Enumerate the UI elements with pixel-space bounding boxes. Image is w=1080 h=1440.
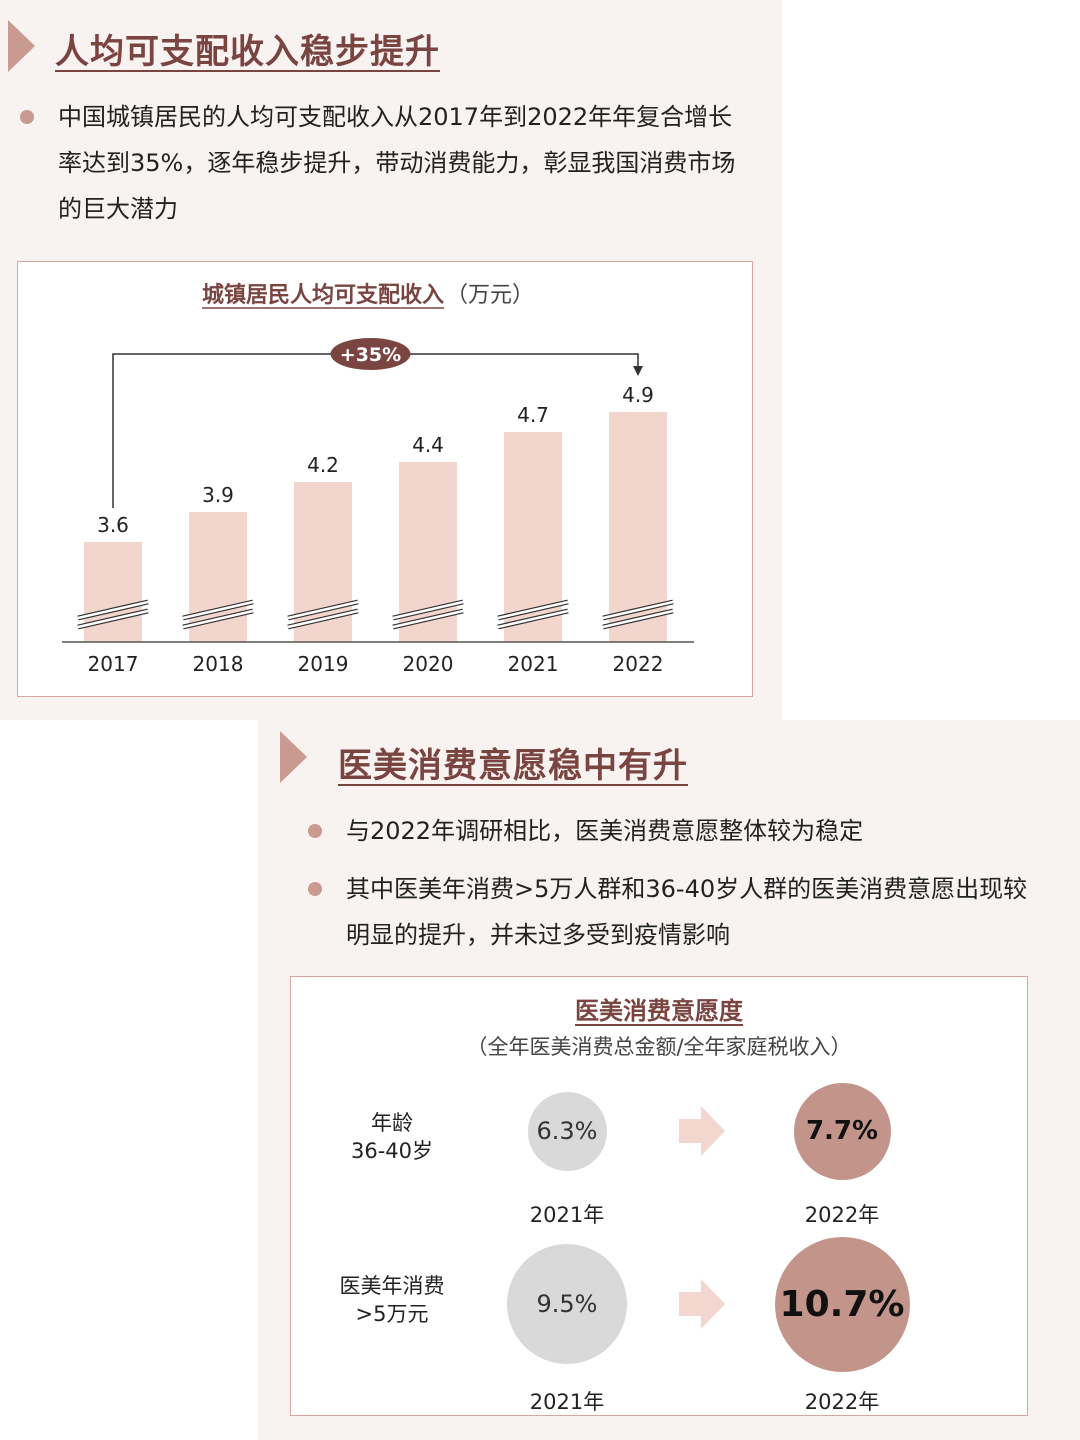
income-chart-box: 城镇居民人均可支配收入 （万元） 3.6 2017 3.9 2018 4.2 2019 4.… [17, 261, 753, 697]
growth-badge [330, 338, 411, 370]
axis-break-gap [77, 609, 149, 629]
data-label-2021: 4.7 [517, 403, 549, 427]
data-label-2019: 4.2 [307, 453, 339, 477]
axis-break-2022 [602, 599, 674, 630]
axis-break-2020 [392, 599, 464, 630]
year-label-2022: 2022年 [804, 1390, 880, 1414]
row-label-spend: 医美年消费 >5万元 [317, 1272, 467, 1328]
x-tick-label-2019: 2019 [298, 652, 349, 676]
bullet-dot-icon [20, 110, 34, 124]
bullet-dot-icon [308, 882, 322, 896]
year-label-2021: 2021年 [529, 1203, 605, 1227]
income-section-heading: 人均可支配收入稳步提升 [55, 32, 440, 72]
axis-break-gap [287, 609, 359, 629]
axis-break-gap [182, 600, 254, 620]
axis-break-gap [182, 609, 254, 629]
row-label-age-line1: 年龄 [371, 1111, 413, 1135]
income-bar-marks: 3.6 2017 3.9 2018 4.2 2019 4.4 2020 4.7 2021 4.9 20… [77, 383, 674, 676]
arrow-right-icon [679, 1106, 725, 1156]
value-circle-2022: 7.7% [793, 1082, 891, 1180]
willingness-bullet-text: 其中医美年消费>5万人群和36-40岁人群的医美消费意愿出现较明显的提升，并未过… [346, 875, 1028, 949]
x-tick-label-2018: 2018 [193, 652, 244, 676]
value-2021-age: 6.3% [536, 1117, 598, 1145]
data-label-2017: 3.6 [97, 513, 129, 537]
year-label-2022: 2022年 [804, 1203, 880, 1227]
axis-break-gap [602, 609, 674, 629]
arrow-right-icon [679, 1279, 725, 1329]
data-label-2018: 3.9 [202, 483, 234, 507]
income-bullet-list: 中国城镇居民的人均可支配收入从2017年到2022年年复合增长率达到35%，逐年… [20, 94, 750, 232]
x-tick-label-2020: 2020 [403, 652, 454, 676]
willingness-chart-box: 医美消费意愿度 （全年医美消费总金额/全年家庭税收入） 年龄 36-40岁 6.… [290, 976, 1028, 1416]
row-label-spend-line2: >5万元 [355, 1302, 429, 1326]
x-tick-label-2021: 2021 [508, 652, 559, 676]
x-tick-label-2022: 2022 [613, 652, 664, 676]
row-label-age-line2: 36-40岁 [350, 1139, 434, 1163]
data-label-2022: 4.9 [622, 383, 654, 407]
row-label-age: 年龄 36-40岁 [317, 1109, 467, 1165]
year-label-2021: 2021年 [529, 1390, 605, 1414]
axis-break-gap [287, 600, 359, 620]
axis-break-2018 [182, 599, 254, 630]
bar-2017 [84, 542, 142, 642]
willingness-section-heading: 医美消费意愿稳中有升 [338, 746, 688, 786]
data-label-2020: 4.4 [412, 433, 444, 457]
willingness-bullet-item: 与2022年调研相比，医美消费意愿整体较为稳定 [308, 808, 1028, 854]
willingness-bullet-list: 与2022年调研相比，医美消费意愿整体较为稳定 其中医美年消费>5万人群和36-… [308, 808, 1028, 958]
value-circle-2021: 6.3% [527, 1091, 607, 1171]
willingness-chart-subtitle: （全年医美消费总金额/全年家庭税收入） [466, 1035, 852, 1059]
axis-break-gap [497, 609, 569, 629]
axis-break-2021 [497, 599, 569, 630]
value-circle-2022: 10.7% [774, 1236, 910, 1372]
row-label-spend-line1: 医美年消费 [339, 1274, 445, 1298]
axis-break-gap [602, 600, 674, 620]
triangle-right-icon [8, 20, 35, 72]
income-chart-unit: （万元） [446, 283, 534, 308]
axis-break-2019 [287, 599, 359, 630]
willingness-bullet-text: 与2022年调研相比，医美消费意愿整体较为稳定 [346, 817, 864, 845]
value-circle-2021: 9.5% [507, 1244, 627, 1364]
willingness-chart-title: 医美消费意愿度 [575, 997, 743, 1025]
bullet-dot-icon [308, 824, 322, 838]
income-bar-chart: 城镇居民人均可支配收入 （万元） 3.6 2017 3.9 2018 4.2 2019 4.… [62, 282, 694, 676]
arrow-down-icon [633, 366, 643, 376]
income-bullet-item: 中国城镇居民的人均可支配收入从2017年到2022年年复合增长率达到35%，逐年… [20, 94, 750, 232]
income-bullet-text: 中国城镇居民的人均可支配收入从2017年到2022年年复合增长率达到35%，逐年… [58, 103, 736, 223]
x-tick-label-2017: 2017 [88, 652, 139, 676]
income-chart-title: 城镇居民人均可支配收入 [202, 282, 444, 308]
triangle-right-icon [280, 731, 307, 783]
axis-break-gap [77, 600, 149, 620]
willingness-bullet-item: 其中医美年消费>5万人群和36-40岁人群的医美消费意愿出现较明显的提升，并未过… [308, 866, 1028, 958]
value-2022-spend: 10.7% [779, 1283, 905, 1325]
axis-break-2017 [77, 599, 149, 630]
growth-annotation-label: +35% [340, 344, 401, 366]
value-2021-spend: 9.5% [536, 1290, 598, 1318]
axis-break-gap [497, 600, 569, 620]
axis-break-gap [392, 609, 464, 629]
axis-break-gap [392, 600, 464, 620]
value-2022-age: 7.7% [805, 1116, 879, 1146]
